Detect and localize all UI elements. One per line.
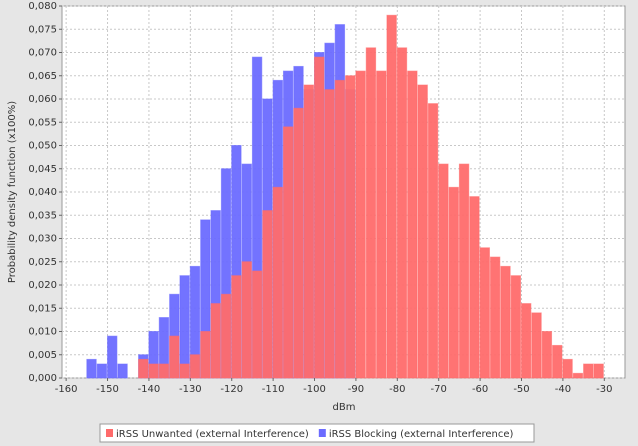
x-tick-label: -60 <box>472 384 488 395</box>
bar <box>593 363 604 379</box>
x-tick-label: -120 <box>220 384 243 395</box>
bar <box>86 358 97 379</box>
y-tick-label: 0,005 <box>28 350 57 361</box>
bar <box>251 270 263 379</box>
bar <box>386 14 397 379</box>
x-tick-label: -90 <box>348 384 364 395</box>
bar <box>241 261 252 379</box>
x-tick-label: -160 <box>55 384 78 395</box>
bar <box>479 247 490 379</box>
bar <box>179 363 190 379</box>
y-tick-label: 0,020 <box>28 280 57 291</box>
bar <box>200 331 211 379</box>
x-tick-label: -140 <box>138 384 161 395</box>
bar <box>407 70 418 379</box>
bar <box>334 79 346 379</box>
y-tick-label: 0,030 <box>28 234 57 245</box>
x-tick-label: -70 <box>431 384 447 395</box>
y-axis-label: Probability density function (x100%) <box>7 101 18 283</box>
y-tick-label: 0,000 <box>28 373 57 384</box>
x-tick-label: -100 <box>303 384 326 395</box>
y-tick-label: 0,040 <box>28 187 57 198</box>
y-tick-label: 0,080 <box>28 1 57 12</box>
bar <box>148 363 159 379</box>
bar <box>272 186 283 379</box>
x-tick-label: -130 <box>179 384 202 395</box>
bar <box>314 56 325 379</box>
bar <box>583 363 594 379</box>
bar <box>324 89 335 379</box>
bar <box>448 186 459 379</box>
bar <box>169 335 180 379</box>
bar <box>96 363 108 379</box>
y-tick-label: 0,010 <box>28 327 57 338</box>
y-tick-label: 0,075 <box>28 24 57 35</box>
bar <box>417 84 428 379</box>
bar <box>500 265 511 379</box>
axes: 0,000 0,005 0,010 0,015 0,020 0,025 0,030 0,035… <box>28 1 612 395</box>
bars <box>86 14 604 379</box>
y-tick-label: 0,070 <box>28 48 57 59</box>
legend-swatch <box>106 429 113 437</box>
bar <box>262 210 273 379</box>
y-tick-label: 0,065 <box>28 71 57 82</box>
bar <box>355 70 366 379</box>
y-tick-label: 0,050 <box>28 141 57 152</box>
bar <box>179 275 190 379</box>
bar <box>365 47 377 379</box>
x-tick-label: -50 <box>513 384 529 395</box>
x-axis-label: dBm <box>333 402 356 413</box>
bar <box>510 275 522 379</box>
bar <box>282 126 294 379</box>
legend-swatch <box>318 429 326 437</box>
bar <box>117 363 128 379</box>
legend: iRSS Unwanted (external Interference) iRS… <box>99 423 535 443</box>
bar <box>438 163 449 379</box>
x-tick-label: -110 <box>262 384 285 395</box>
bar <box>396 47 408 379</box>
bar <box>345 75 356 379</box>
y-tick-label: 0,045 <box>28 164 57 175</box>
bar <box>231 275 242 379</box>
bar <box>220 293 232 379</box>
y-tick-label: 0,025 <box>28 257 57 268</box>
legend-box <box>99 423 535 443</box>
bar <box>303 84 315 379</box>
bar <box>107 335 118 379</box>
legend-label: iRSS Blocking (external Interference) <box>329 429 514 440</box>
bar <box>562 358 573 379</box>
bar <box>469 196 480 379</box>
x-tick-label: -40 <box>555 384 571 395</box>
bar <box>552 344 563 379</box>
bar <box>572 372 584 379</box>
bar <box>531 312 542 379</box>
bar <box>210 303 221 379</box>
y-tick-label: 0,035 <box>28 210 57 221</box>
bar <box>489 256 501 379</box>
bar <box>293 107 304 379</box>
bar <box>376 70 387 379</box>
bar <box>189 354 201 379</box>
x-tick-label: -150 <box>96 384 119 395</box>
x-tick-label: -80 <box>389 384 405 395</box>
bar <box>458 163 470 379</box>
bar <box>541 331 553 379</box>
y-tick-label: 0,015 <box>28 303 57 314</box>
y-tick-label: 0,060 <box>28 94 57 105</box>
bar <box>427 103 439 379</box>
x-tick-label: -30 <box>596 384 612 395</box>
legend-label: iRSS Unwanted (external Interference) <box>116 429 309 440</box>
bar <box>521 303 532 379</box>
bar <box>158 363 170 379</box>
y-tick-label: 0,055 <box>28 117 57 128</box>
bar <box>138 358 149 379</box>
